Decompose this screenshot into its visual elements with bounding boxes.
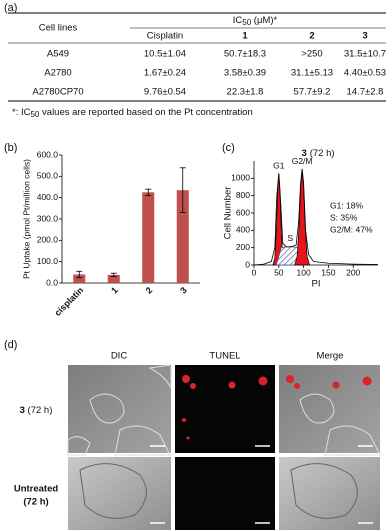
table-cell: 14.7±2.8 xyxy=(347,87,384,98)
y-tick-label: 200 xyxy=(236,242,250,252)
y-tick-label: 500.0 xyxy=(37,171,59,181)
title-text: (72 h) xyxy=(310,148,335,159)
bar xyxy=(142,192,155,283)
line xyxy=(253,168,379,266)
table-cell: >250 xyxy=(301,49,322,60)
table-cell: A2780 xyxy=(44,68,71,79)
column-label: DIC xyxy=(111,351,128,362)
bar xyxy=(176,190,189,283)
y-tick-label: 1000 xyxy=(231,173,250,183)
error-bar xyxy=(76,270,83,279)
x-tick-label: 1 xyxy=(109,285,120,296)
tunel-signal xyxy=(182,375,268,440)
series-label: S xyxy=(287,233,293,243)
x-axis-title: PI xyxy=(312,279,321,290)
ic50-header: IC50 (μM)* xyxy=(233,15,278,28)
column-header: Cisplatin xyxy=(147,31,183,42)
table-cell: 31.5±10.7 xyxy=(344,49,386,60)
y-tick-label: 200.0 xyxy=(37,235,59,245)
table-cell: 10.5±1.04 xyxy=(144,49,186,60)
error-bar xyxy=(179,167,186,214)
y-tick-label: 400.0 xyxy=(37,192,59,202)
y-tick-label: 0 xyxy=(245,259,250,269)
table-cell: A2780CP70 xyxy=(32,87,83,98)
panel-label: (a) xyxy=(4,2,17,14)
y-tick-label: 400 xyxy=(236,225,250,235)
y-tick-label: 100.0 xyxy=(37,256,59,266)
column-label: TUNEL xyxy=(209,351,240,362)
table-cell: 3.58±0.39 xyxy=(224,68,266,79)
text: values are reported based on the Pt conc… xyxy=(39,107,252,118)
y-axis-title: Pt Uptake (pmol Pt/million cells) xyxy=(21,159,31,279)
cell-outline xyxy=(290,463,358,519)
y-tick-label: 600.0 xyxy=(37,149,59,159)
x-tick-label: 200 xyxy=(346,267,360,277)
x-tick-label: cisplatin xyxy=(52,285,85,318)
cell-outline xyxy=(79,463,147,519)
x-tick-label: 3 xyxy=(178,285,189,296)
cell-outline xyxy=(67,364,172,456)
footnote: *: IC50 values are reported based on the… xyxy=(12,107,253,120)
bar xyxy=(107,274,120,283)
x-tick-label: 100 xyxy=(297,267,311,277)
y-axis-title: Cell Number xyxy=(223,187,234,240)
bar xyxy=(73,274,86,283)
cell-outline xyxy=(299,393,381,456)
x-tick-label: 0 xyxy=(252,267,257,277)
text: (μM)* xyxy=(251,15,277,26)
micrographs xyxy=(67,364,381,530)
text: *: IC xyxy=(12,107,31,118)
table-cell: A549 xyxy=(47,49,69,60)
column-header: 1 xyxy=(242,31,248,42)
condition: (72 h) xyxy=(25,405,52,416)
chart-title: 3 (72 h) xyxy=(301,148,334,159)
text: 50 xyxy=(30,110,39,119)
column-header: 3 xyxy=(362,31,367,42)
annotation: G1: 18% xyxy=(330,200,364,210)
table-cell: 31.1±5.13 xyxy=(291,68,333,79)
table-cell: 1.67±0.24 xyxy=(144,68,186,79)
table-cell: 22.3±1.8 xyxy=(227,87,264,98)
column-header: Cell lines xyxy=(39,23,78,34)
x-tick-label: 50 xyxy=(274,267,284,277)
panel-label: (b) xyxy=(4,142,17,154)
x-tick-label: 2 xyxy=(144,285,155,296)
series-label: G2/M xyxy=(292,156,313,166)
series-label: G1 xyxy=(273,160,285,170)
y-tick-label: 800 xyxy=(236,190,250,200)
scale-bars xyxy=(150,445,373,524)
column-label: Merge xyxy=(317,351,344,362)
table-cell: 50.7±18.3 xyxy=(224,49,266,60)
y-tick-label: 600 xyxy=(236,207,250,217)
row-label: Untreated xyxy=(14,484,59,495)
annotation: S: 35% xyxy=(330,212,358,222)
y-tick-label: 300.0 xyxy=(37,213,59,223)
tunel-image xyxy=(175,457,275,530)
y-tick-label: 0.0 xyxy=(46,277,58,287)
table-cell: 9.76±0.54 xyxy=(144,87,186,98)
panel-label: (c) xyxy=(222,142,235,154)
row-label: (72 h) xyxy=(23,497,48,508)
text: IC xyxy=(233,15,243,26)
title-compound: 3 xyxy=(301,148,306,159)
table-cell: 57.7±9.2 xyxy=(294,87,331,98)
error-bar xyxy=(110,272,117,278)
x-tick-label: 150 xyxy=(321,267,335,277)
tunel-image xyxy=(175,365,275,453)
panel-label: (d) xyxy=(4,339,17,351)
compound: 3 xyxy=(20,405,25,416)
table-cell: 4.40±0.53 xyxy=(344,68,386,79)
annotation: G2/M: 47% xyxy=(330,224,373,234)
row-label: 3 (72 h) xyxy=(20,405,53,416)
merge-signal xyxy=(286,375,372,389)
error-bar xyxy=(145,188,152,196)
column-header: 2 xyxy=(309,31,314,42)
text: 50 xyxy=(242,18,251,27)
dic-image xyxy=(68,365,171,453)
